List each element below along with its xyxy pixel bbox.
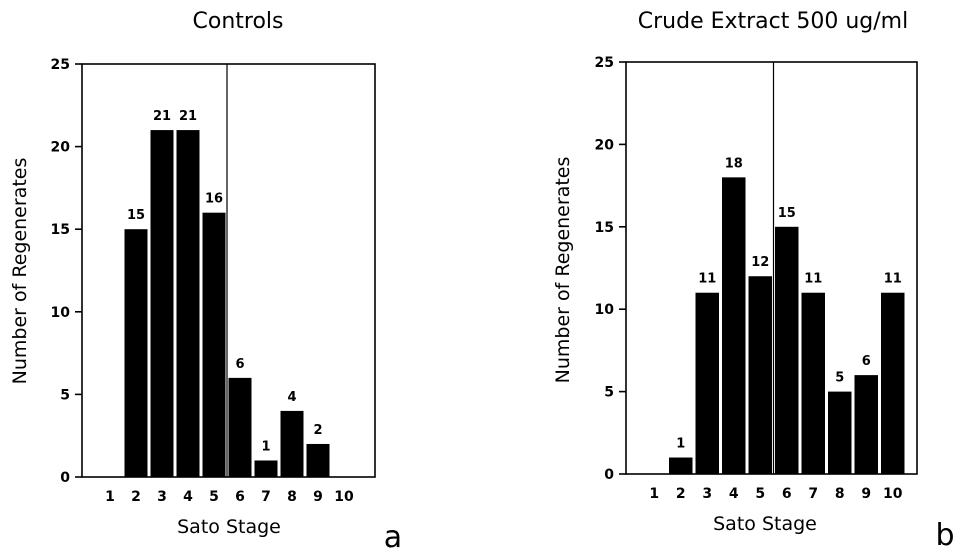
x-tick-label: 10: [883, 486, 903, 502]
panel-controls: Controls Number of Regenerates Sato Stag…: [9, 9, 402, 551]
y-tick-label: 5: [60, 387, 70, 403]
bar: [748, 276, 772, 474]
bar-value-label: 11: [698, 272, 716, 287]
bar: [881, 292, 905, 474]
x-tick-label: 9: [861, 486, 871, 502]
bar-value-label: 4: [287, 390, 296, 405]
x-tick-label: 4: [729, 486, 739, 502]
y-axis-label-controls: Number of Regenerates: [9, 158, 31, 385]
bar: [854, 375, 878, 474]
x-tick-label: 8: [287, 489, 297, 505]
x-tick-label: 7: [261, 489, 271, 505]
x-tick-label: 3: [702, 486, 712, 502]
bar-value-label: 12: [751, 255, 769, 270]
panel-crude-extract: Crude Extract 500 ug/ml Number of Regene…: [552, 9, 955, 551]
bar: [124, 229, 148, 477]
y-tick-label: 25: [595, 55, 614, 71]
x-tick-label: 8: [835, 486, 845, 502]
y-axis-label-crude-extract: Number of Regenerates: [552, 157, 574, 384]
bar-value-label: 21: [179, 109, 197, 124]
panel-letter-controls: a: [384, 520, 402, 551]
bar: [775, 226, 799, 474]
x-tick-label: 4: [183, 489, 193, 505]
y-tick-label: 20: [595, 137, 615, 153]
y-tick-label: 0: [60, 470, 70, 486]
x-tick-label: 6: [235, 489, 245, 505]
chart-title-controls: Controls: [193, 9, 284, 34]
y-tick-label: 20: [51, 140, 71, 156]
chart-title-crude-extract: Crude Extract 500 ug/ml: [638, 9, 908, 34]
bar-value-label: 11: [804, 272, 822, 287]
x-tick-label: 1: [649, 486, 659, 502]
bar-value-label: 6: [235, 357, 244, 372]
bar-value-label: 15: [127, 208, 145, 223]
bar-value-label: 2: [313, 423, 322, 438]
y-tick-label: 0: [604, 467, 614, 483]
bar-value-label: 1: [676, 437, 685, 452]
bar: [228, 377, 252, 477]
x-tick-label: 2: [131, 489, 141, 505]
panel-letter-crude-extract: b: [935, 518, 954, 551]
bar-value-label: 21: [153, 109, 171, 124]
x-tick-label: 7: [808, 486, 818, 502]
y-tick-label: 5: [604, 385, 614, 401]
y-tick-label: 10: [595, 302, 615, 318]
bar-value-label: 5: [835, 371, 844, 386]
bar: [801, 292, 825, 474]
y-tick-label: 15: [51, 222, 70, 238]
bar: [176, 130, 200, 477]
y-tick-label: 25: [51, 57, 70, 73]
x-tick-label: 1: [105, 489, 115, 505]
bar: [254, 460, 278, 477]
y-tick-label: 10: [51, 305, 71, 321]
x-axis-label-controls: Sato Stage: [177, 516, 281, 538]
bar: [828, 391, 852, 474]
bar-value-label: 1: [261, 439, 270, 454]
bar-value-label: 15: [778, 206, 796, 221]
x-tick-label: 3: [157, 489, 167, 505]
x-tick-label: 5: [209, 489, 219, 505]
bar: [202, 212, 226, 477]
x-tick-label: 9: [313, 489, 323, 505]
x-axis-label-crude-extract: Sato Stage: [713, 513, 817, 535]
bar-value-label: 11: [884, 272, 902, 287]
bar-value-label: 18: [725, 156, 743, 171]
bar: [150, 130, 174, 477]
bar-value-label: 16: [205, 192, 223, 207]
x-tick-label: 10: [334, 489, 354, 505]
bar-value-label: 6: [862, 354, 871, 369]
y-tick-label: 15: [595, 220, 614, 236]
bar: [669, 457, 693, 474]
bar: [306, 443, 330, 477]
x-tick-label: 5: [755, 486, 765, 502]
bar: [280, 410, 304, 477]
bar: [722, 177, 746, 475]
bar: [695, 292, 719, 474]
x-tick-label: 6: [782, 486, 792, 502]
x-tick-label: 2: [676, 486, 686, 502]
